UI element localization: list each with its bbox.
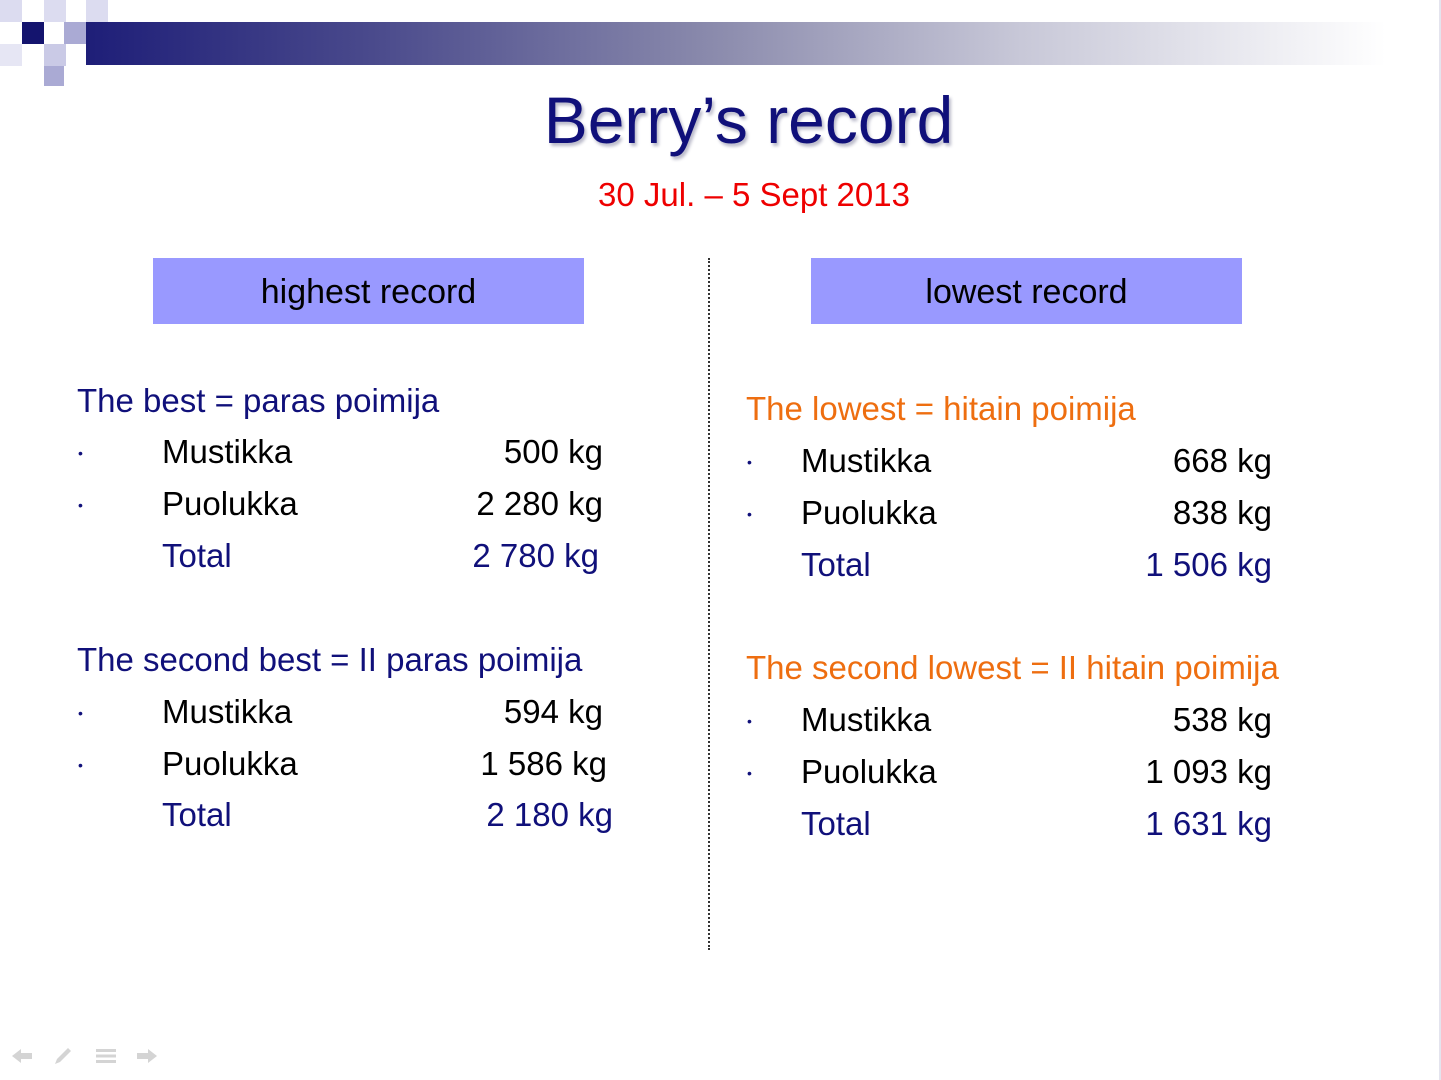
slide-subtitle: 30 Jul. – 5 Sept 2013: [598, 176, 910, 213]
total-label: Total: [162, 796, 232, 833]
berry-label: Mustikka: [162, 693, 293, 730]
berry-label: Puolukka: [801, 753, 937, 790]
berry-value: 500 kg: [503, 433, 603, 470]
slide-edge: [1439, 0, 1441, 1080]
decor-square: [44, 44, 66, 66]
highest-record-header: highest record: [153, 258, 584, 324]
bullet: •: [747, 713, 752, 729]
next-slide-icon[interactable]: [135, 1046, 159, 1066]
berry-value: 1 093 kg: [1145, 753, 1272, 790]
bullet: •: [747, 765, 752, 781]
berry-label: Mustikka: [801, 442, 932, 479]
bullet: •: [747, 454, 752, 470]
berry-label: Mustikka: [801, 701, 932, 738]
decor-square: [22, 22, 44, 44]
bullet: •: [78, 705, 83, 721]
berry-value: 668 kg: [1172, 442, 1272, 479]
berry-value: 2 280 kg: [476, 485, 603, 522]
berry-label: Puolukka: [801, 494, 937, 531]
pen-icon[interactable]: [52, 1046, 74, 1066]
berry-label: Mustikka: [162, 433, 293, 470]
berry-value: 538 kg: [1172, 701, 1272, 738]
bullet: •: [78, 497, 83, 513]
decor-square: [64, 22, 86, 44]
decor-square: [0, 44, 22, 66]
total-value: 1 631 kg: [1145, 805, 1272, 842]
slide-title: Berry’s record: [543, 83, 954, 157]
total-label: Total: [801, 546, 871, 583]
berry-label: Puolukka: [162, 745, 298, 782]
berry-value: 1 586 kg: [480, 745, 607, 782]
group-title: The best = paras poimija: [77, 382, 440, 419]
column-divider: [708, 258, 710, 950]
berry-label: Puolukka: [162, 485, 298, 522]
bullet: •: [78, 757, 83, 773]
lowest-record-header: lowest record: [811, 258, 1242, 324]
berry-value: 838 kg: [1172, 494, 1272, 531]
group-title: The second best = II paras poimija: [77, 641, 583, 678]
decor-square: [86, 0, 108, 22]
total-label: Total: [801, 805, 871, 842]
decor-square: [44, 0, 66, 22]
previous-slide-icon[interactable]: [10, 1046, 34, 1066]
total-label: Total: [162, 537, 232, 574]
group-title: The second lowest = II hitain poimija: [746, 649, 1279, 686]
bullet: •: [78, 445, 83, 461]
decor-square: [0, 0, 22, 22]
menu-icon[interactable]: [95, 1046, 117, 1066]
decor-square: [44, 66, 64, 86]
total-value: 2 180 kg: [486, 796, 613, 833]
total-value: 2 780 kg: [472, 537, 599, 574]
bullet: •: [747, 506, 752, 522]
header-gradient-bar: [86, 22, 1386, 65]
total-value: 1 506 kg: [1145, 546, 1272, 583]
berry-value: 594 kg: [503, 693, 603, 730]
group-title: The lowest = hitain poimija: [746, 390, 1136, 427]
